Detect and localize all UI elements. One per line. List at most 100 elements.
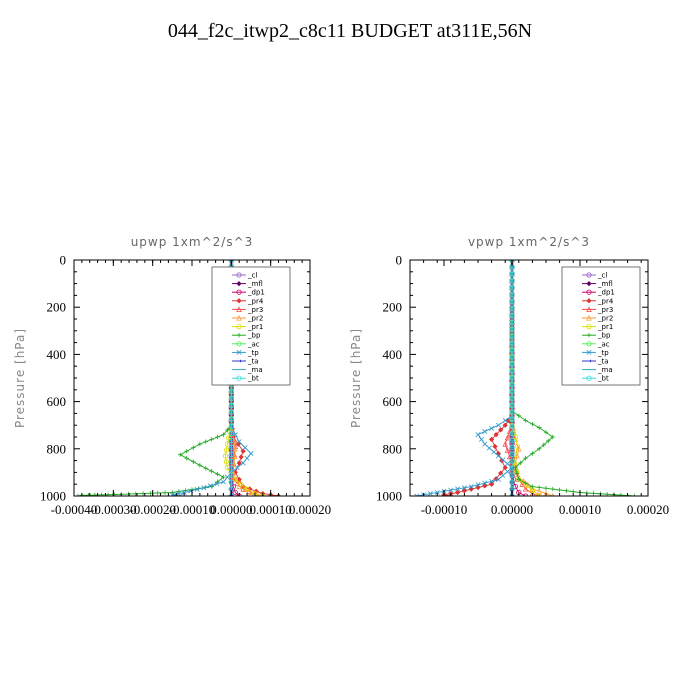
- data-point: [523, 418, 528, 423]
- legend-marker: [236, 359, 242, 363]
- data-point: [209, 437, 214, 442]
- data-point: [177, 493, 183, 496]
- data-point: [155, 490, 160, 496]
- data-point: [244, 455, 250, 461]
- data-point: [509, 271, 515, 277]
- data-point: [509, 494, 515, 496]
- legend-marker: [236, 298, 242, 304]
- data-point: [228, 437, 234, 444]
- data-point: [228, 389, 234, 395]
- data-point: [197, 441, 203, 447]
- data-point: [504, 447, 511, 453]
- legend-marker: [586, 359, 592, 363]
- data-point: [504, 461, 510, 467]
- data-point: [509, 382, 515, 388]
- data-point: [632, 493, 637, 496]
- series-line-pr2: [511, 260, 553, 496]
- data-point: [181, 489, 187, 495]
- data-point: [222, 453, 229, 459]
- data-point: [224, 465, 230, 471]
- legend-marker: [586, 272, 592, 278]
- data-point: [488, 436, 495, 442]
- data-point: [495, 422, 501, 428]
- data-point: [475, 432, 481, 438]
- data-point: [221, 432, 226, 437]
- data-point: [482, 441, 488, 447]
- data-point: [427, 491, 433, 496]
- data-point: [194, 486, 200, 492]
- legend-label: _bt: [597, 375, 609, 383]
- legend-marker: [236, 375, 242, 381]
- y-tick-label: 800: [383, 441, 403, 456]
- data-point: [504, 434, 511, 441]
- x-tick-label: -0.00030: [90, 502, 137, 517]
- series-line-bp: [77, 260, 232, 496]
- legend-marker: [586, 375, 592, 381]
- legend-marker: [586, 341, 592, 347]
- legend-label: _pr1: [247, 323, 263, 331]
- legend: _cl_mfl_dp1_pr4_pr3_pr2_pr1_bp_ac_tp_ta_…: [561, 266, 641, 386]
- data-point: [105, 492, 111, 496]
- data-point: [221, 474, 226, 480]
- data-point: [434, 489, 440, 495]
- data-point: [498, 470, 504, 476]
- data-point: [228, 430, 234, 437]
- data-point: [244, 486, 250, 492]
- series-line-tp: [416, 260, 513, 496]
- legend-label: _mfl: [247, 280, 263, 288]
- y-tick-label: 600: [383, 394, 403, 409]
- data-point: [191, 459, 196, 464]
- data-point: [454, 489, 461, 496]
- data-point: [502, 417, 508, 423]
- data-point: [461, 485, 467, 491]
- data-point: [214, 481, 220, 487]
- data-point: [215, 434, 220, 440]
- legend-box: [561, 266, 641, 386]
- legend-label: _pr4: [247, 297, 264, 305]
- data-point: [486, 445, 492, 451]
- figure-title: 044_f2c_itwp2_c8c11 BUDGET at311E,56N: [167, 20, 533, 42]
- data-point: [220, 479, 226, 485]
- data-point: [242, 445, 248, 451]
- data-point: [564, 488, 569, 493]
- data-point: [236, 460, 242, 466]
- legend-label: _ma: [597, 366, 613, 374]
- data-point: [500, 457, 506, 463]
- legend-marker: [236, 341, 242, 347]
- data-point: [468, 484, 474, 490]
- data-point: [509, 312, 515, 319]
- panel-title: vpwp 1xm^2/s^3: [468, 235, 590, 249]
- y-tick-label: 600: [47, 394, 67, 409]
- x-tick-label: 0.00000: [210, 502, 252, 517]
- data-point: [530, 451, 535, 456]
- data-point: [162, 490, 168, 495]
- data-point: [509, 333, 515, 339]
- x-tick-label: 0.00000: [491, 502, 533, 517]
- legend-marker: [586, 289, 592, 295]
- data-point: [502, 422, 508, 428]
- data-point: [591, 491, 596, 496]
- legend-label: _ac: [597, 340, 610, 348]
- data-point: [236, 439, 242, 445]
- data-point: [75, 493, 81, 496]
- y-tick-label: 400: [383, 347, 403, 362]
- data-point: [489, 425, 495, 431]
- y-tick-label: 200: [47, 300, 67, 315]
- data-point: [228, 423, 234, 430]
- data-point: [509, 389, 515, 395]
- data-point: [492, 443, 498, 450]
- legend-marker: [586, 315, 592, 321]
- data-point: [228, 479, 234, 485]
- legend-label: _cl: [597, 272, 607, 280]
- data-point: [523, 480, 528, 486]
- legend-marker: [586, 306, 592, 312]
- data-point: [557, 487, 562, 493]
- y-tick-label: 1000: [40, 489, 66, 504]
- data-point: [224, 441, 230, 447]
- y-tick-label: 1000: [376, 489, 402, 504]
- data-point: [509, 479, 515, 485]
- data-point: [509, 368, 515, 374]
- legend-label: _pr3: [247, 306, 263, 314]
- data-point: [516, 477, 521, 482]
- data-point: [509, 410, 515, 416]
